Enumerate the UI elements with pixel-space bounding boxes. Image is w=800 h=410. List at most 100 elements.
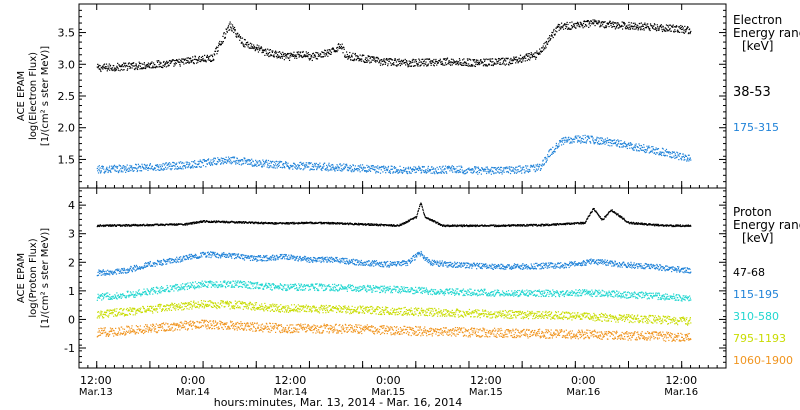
data-point: [346, 53, 348, 56]
data-point: [286, 164, 288, 166]
data-point: [291, 166, 293, 168]
data-point: [221, 221, 224, 223]
data-point: [596, 141, 599, 144]
data-point: [513, 225, 515, 227]
data-point: [633, 26, 635, 28]
data-point: [616, 25, 618, 27]
data-point: [338, 45, 341, 48]
data-point: [493, 172, 495, 175]
data-point: [433, 65, 435, 67]
data-point: [246, 161, 248, 163]
data-point: [452, 225, 454, 227]
data-point: [520, 170, 522, 172]
data-point: [534, 224, 536, 227]
data-point: [158, 66, 161, 68]
data-point: [547, 155, 550, 158]
data-point: [269, 49, 272, 51]
data-point: [378, 224, 380, 226]
data-point: [637, 29, 639, 31]
data-point: [308, 163, 310, 165]
data-point: [357, 56, 359, 58]
data-point: [278, 55, 280, 57]
data-point: [334, 50, 336, 52]
data-point: [344, 167, 346, 169]
data-point: [257, 160, 259, 162]
data-point: [311, 56, 313, 58]
data-point: [628, 26, 630, 28]
data-point: [239, 220, 241, 223]
data-point: [99, 68, 101, 70]
data-point: [361, 222, 363, 225]
data-point: [314, 162, 316, 165]
data-point: [445, 63, 447, 66]
data-point: [438, 223, 440, 226]
data-point: [432, 60, 434, 62]
data-point: [600, 22, 602, 24]
data-point: [639, 144, 641, 147]
data-point: [629, 223, 631, 225]
data-point: [490, 58, 492, 60]
electron-x-ticks: [78, 4, 727, 188]
data-point: [506, 167, 508, 169]
data-point: [233, 157, 235, 159]
data-point: [131, 67, 133, 69]
data-point: [143, 62, 145, 64]
data-point: [104, 273, 106, 275]
data-point: [376, 223, 378, 225]
data-point: [420, 64, 422, 66]
data-point: [413, 169, 415, 171]
data-point: [621, 216, 623, 218]
data-point: [457, 61, 459, 63]
data-point: [641, 25, 644, 27]
data-point: [345, 163, 347, 166]
data-point: [135, 266, 137, 268]
data-point: [567, 28, 569, 30]
data-point: [167, 162, 169, 164]
data-point: [303, 168, 305, 170]
data-point: [131, 270, 134, 273]
data-point: [402, 61, 404, 63]
data-point: [676, 25, 678, 27]
data-point: [246, 159, 248, 161]
data-point: [110, 168, 112, 170]
data-point: [429, 61, 431, 63]
data-point: [160, 263, 162, 266]
data-point: [149, 164, 151, 166]
data-point: [128, 167, 130, 169]
data-point: [547, 223, 549, 225]
data-point: [223, 157, 225, 160]
data-point: [210, 60, 212, 63]
data-point: [105, 270, 107, 272]
data-point: [360, 223, 362, 225]
data-point: [212, 159, 214, 161]
data-point: [148, 64, 150, 66]
data-point: [652, 148, 654, 150]
data-point: [129, 164, 131, 167]
data-point: [419, 167, 421, 169]
data-point: [452, 61, 454, 63]
data-point: [415, 217, 417, 219]
data-point: [291, 54, 293, 56]
data-point: [560, 139, 562, 142]
data-point: [310, 168, 312, 170]
data-point: [353, 167, 356, 170]
data-point: [146, 262, 148, 264]
data-point: [154, 63, 156, 66]
data-point: [509, 225, 511, 227]
data-point: [300, 161, 302, 163]
data-point: [196, 221, 198, 223]
data-point: [255, 164, 257, 166]
data-point: [615, 213, 617, 215]
data-point: [255, 159, 257, 161]
data-point: [137, 68, 139, 71]
data-point: [661, 224, 663, 227]
data-point: [106, 70, 108, 72]
data-point: [468, 63, 470, 65]
data-point: [117, 165, 119, 168]
data-point: [395, 167, 397, 169]
data-point: [390, 64, 392, 66]
data-point: [154, 164, 157, 166]
data-point: [468, 58, 470, 60]
data-point: [648, 223, 650, 225]
data-point: [441, 169, 443, 171]
